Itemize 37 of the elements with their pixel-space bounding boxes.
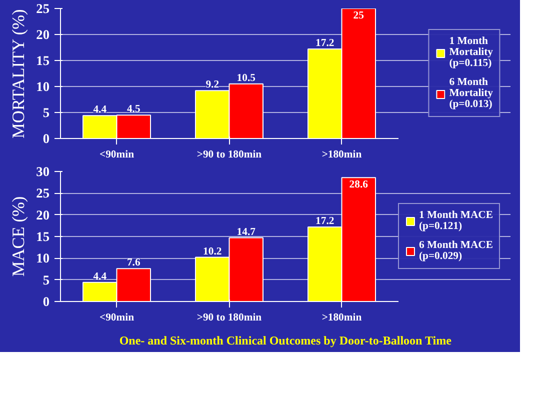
y-tick-label: 15 <box>36 229 50 244</box>
legend-label: 1 Month Mortality (p=0.115) <box>449 36 493 69</box>
x-tick-label: >90 to 180min <box>196 150 262 160</box>
y-tick-label: 0 <box>42 131 50 146</box>
x-tick-label: >180min <box>322 312 362 324</box>
y-tick-label: 5 <box>42 272 50 288</box>
data-label: 17.2 <box>316 216 334 227</box>
text: One- and Six-month Clinical Outcomes by Door-to-Balloon Time <box>119 334 452 348</box>
x-tick-label: >90 to 180min <box>196 312 262 324</box>
data-label: 10.2 <box>203 246 222 258</box>
x-tick-label: <90min <box>100 150 134 160</box>
x-tick-label: <90min <box>100 312 134 324</box>
y-tick-label: 20 <box>36 27 50 42</box>
data-label: 4.4 <box>93 104 108 116</box>
data-label: 10.5 <box>236 72 256 84</box>
y-axis-title: MORTALITY (%) <box>9 8 28 138</box>
y-tick-label: 25 <box>36 186 50 201</box>
y-tick-label: 10 <box>36 79 50 94</box>
y-tick-label: 15 <box>36 53 50 68</box>
data-label: 7.6 <box>126 258 141 269</box>
data-label: 17.2 <box>316 38 334 50</box>
data-label: 14.7 <box>236 226 256 238</box>
y-tick-label: 10 <box>36 250 50 266</box>
legend-label: 6 Month MACE (p=0.029) <box>418 240 493 262</box>
y-tick-label: 25 <box>36 1 50 16</box>
y-axis-title: MACE (%) <box>9 196 28 277</box>
y-tick-label: 5 <box>42 105 50 120</box>
y-tick-label: 20 <box>36 207 50 222</box>
legend-label: 6 Month Mortality (p=0.013) <box>449 77 493 110</box>
data-label: 28.6 <box>349 180 369 191</box>
legend-label: 1 Month MACE (p=0.121) <box>418 210 493 232</box>
data-label: 25 <box>353 10 364 22</box>
x-tick-label: >180min <box>322 150 362 160</box>
y-tick-label: 0 <box>42 294 50 309</box>
y-tick-label: 30 <box>36 164 50 179</box>
data-label: 9.2 <box>206 80 220 91</box>
data-label: 4.5 <box>126 104 140 116</box>
